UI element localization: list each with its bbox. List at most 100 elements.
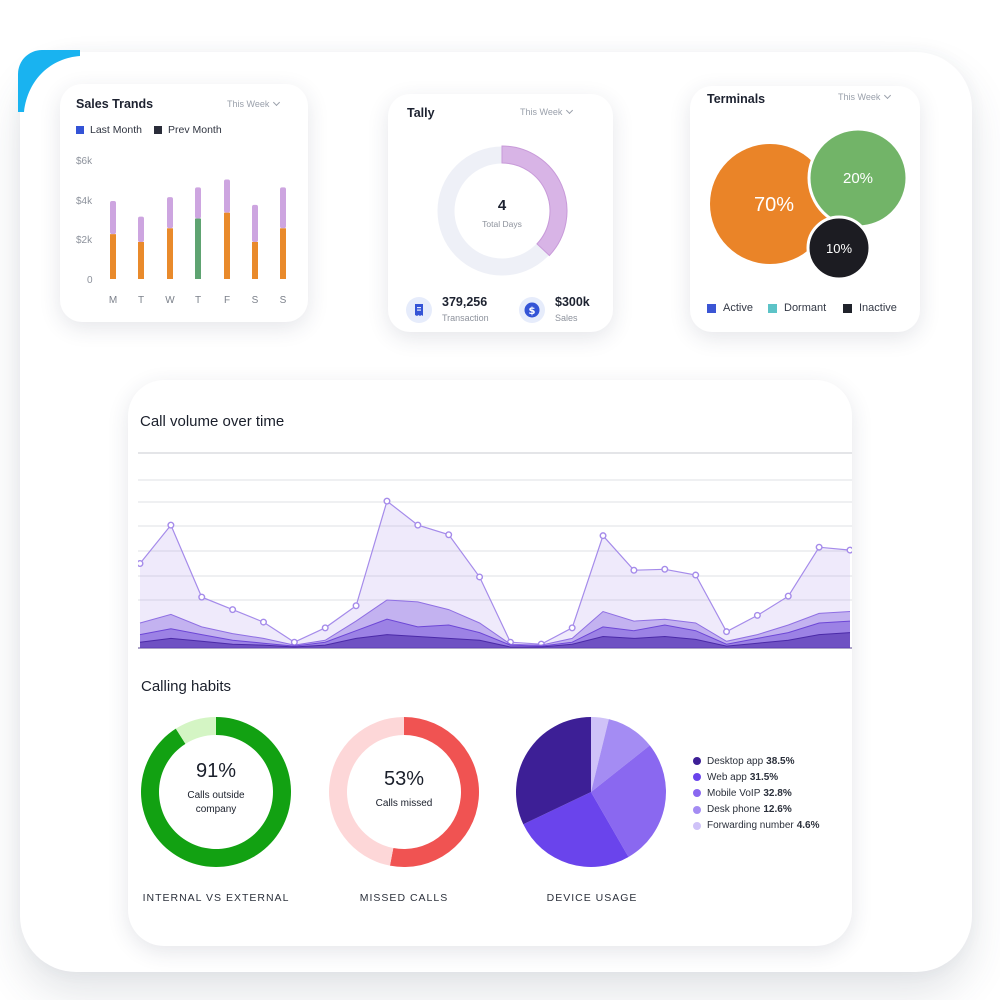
receipt-icon: [406, 296, 432, 323]
bar-prev-month: [110, 201, 116, 235]
tally-center: 4 Total Days: [452, 197, 552, 229]
bar-prev-month: [138, 216, 144, 242]
legend-swatch: [707, 303, 716, 313]
legend-value: 4.6%: [796, 820, 820, 832]
area-series: [140, 632, 850, 648]
bar-last-month: [195, 218, 201, 279]
legend-item: Mobile VoIP 32.8%: [693, 785, 820, 801]
data-point: [661, 565, 669, 573]
legend-label: Forwarding number: [707, 820, 794, 832]
legend-label: Dormant: [784, 302, 827, 314]
device-usage-pie: [516, 717, 667, 867]
legend-item: Desk phone 12.6%: [693, 802, 820, 818]
data-point: [352, 602, 360, 610]
area-series: [140, 501, 850, 648]
period-select[interactable]: This Week: [838, 91, 892, 102]
data-point: [383, 497, 391, 505]
bar-prev-month: [167, 197, 173, 229]
legend-dot: [693, 789, 701, 798]
period-label: This Week: [838, 92, 881, 102]
data-point: [167, 521, 175, 529]
call-volume-title: Call volume over time: [140, 413, 285, 430]
card-title: Sales Trands: [76, 97, 154, 111]
legend-dot: [693, 821, 701, 830]
pie-slice: [591, 719, 650, 792]
stat-label: Sales: [555, 313, 578, 323]
legend-item: Desktop app 38.5%: [693, 753, 820, 769]
stat-value: $300k: [555, 295, 590, 309]
device-usage-legend: Desktop app 38.5% Web app 31.5% Mobile VoI…: [693, 753, 820, 834]
stat-label: Transaction: [442, 313, 489, 323]
internal-external-donut: [141, 717, 292, 867]
legend-label: Active: [723, 302, 753, 314]
donut-segment-rest: [175, 717, 216, 744]
x-tick-label: W: [165, 295, 175, 306]
legend-swatch: [843, 303, 852, 313]
legend-dot: [693, 757, 701, 766]
pie-slice: [591, 717, 609, 792]
missed-calls-center: 53% Calls missed: [354, 768, 454, 811]
series-line: [139, 632, 851, 648]
legend-value: 38.5%: [766, 755, 795, 767]
period-select[interactable]: This Week: [520, 106, 574, 117]
bar-last-month: [110, 234, 116, 279]
legend-last-month: Last Month: [76, 124, 142, 136]
donut-value: 53%: [383, 768, 425, 790]
card-title: Terminals: [707, 92, 766, 106]
card-title: Tally: [407, 106, 435, 120]
legend-label: Last Month: [90, 124, 142, 136]
period-select[interactable]: This Week: [227, 98, 281, 109]
sales-bar-chart: [110, 179, 286, 279]
period-label: This Week: [520, 107, 563, 117]
legend-label: Desktop app: [707, 755, 764, 767]
data-point: [723, 628, 731, 636]
tally-ring-chart: [437, 145, 568, 276]
bar-prev-month: [280, 187, 286, 229]
legend-label: Inactive: [859, 302, 897, 314]
data-point: [229, 606, 237, 614]
chart-caption: DEVICE USAGE: [546, 892, 638, 904]
donut-segment-value: [389, 717, 480, 867]
legend-label: Web app: [707, 771, 747, 783]
x-tick-label: M: [108, 295, 118, 306]
series-line: [139, 599, 851, 646]
legend-label: Prev Month: [168, 124, 222, 136]
y-tick-label: $6k: [76, 156, 93, 167]
legend-swatch: [76, 126, 84, 134]
bar-prev-month: [224, 179, 230, 213]
internal-external-center: 91% Calls outside company: [166, 760, 266, 817]
stat-sales: $ $300k Sales: [519, 295, 590, 323]
legend-swatch: [154, 126, 162, 134]
dollar-icon: $: [519, 296, 545, 323]
data-point: [599, 532, 607, 540]
x-tick-label: F: [223, 295, 231, 306]
bar-last-month: [224, 212, 230, 279]
series-line: [139, 500, 851, 645]
y-tick-label: 0: [87, 275, 93, 286]
x-tick-label: S: [279, 295, 287, 306]
chart-caption: MISSED CALLS: [359, 892, 449, 904]
chart-caption: INTERNAL VS EXTERNAL: [142, 892, 290, 904]
data-point: [815, 543, 823, 551]
call-analytics-card: Call volume over time Calling habits 91%…: [128, 380, 852, 946]
data-point: [753, 611, 761, 619]
donut-label: Calls outside company: [187, 790, 245, 815]
legend-dot: [693, 805, 701, 814]
tally-card: Tally This Week 4 Total Days 379,256 Tra…: [388, 94, 613, 332]
data-point: [198, 593, 206, 601]
bubble-label: 20%: [843, 170, 873, 187]
legend-dot: [693, 773, 701, 782]
legend-swatch: [768, 303, 777, 313]
data-point: [846, 546, 852, 554]
ring-progress: [501, 145, 568, 257]
bubble-label: 70%: [754, 194, 794, 216]
bar-last-month: [252, 241, 258, 279]
pie-slice: [516, 717, 591, 825]
data-point: [138, 560, 144, 568]
legend-prev-month: Prev Month: [154, 124, 222, 136]
data-point: [259, 618, 267, 626]
donut-value: 91%: [195, 760, 237, 782]
terminals-bubble-chart: 70% 20% 10%: [710, 127, 909, 281]
data-point: [321, 624, 329, 632]
